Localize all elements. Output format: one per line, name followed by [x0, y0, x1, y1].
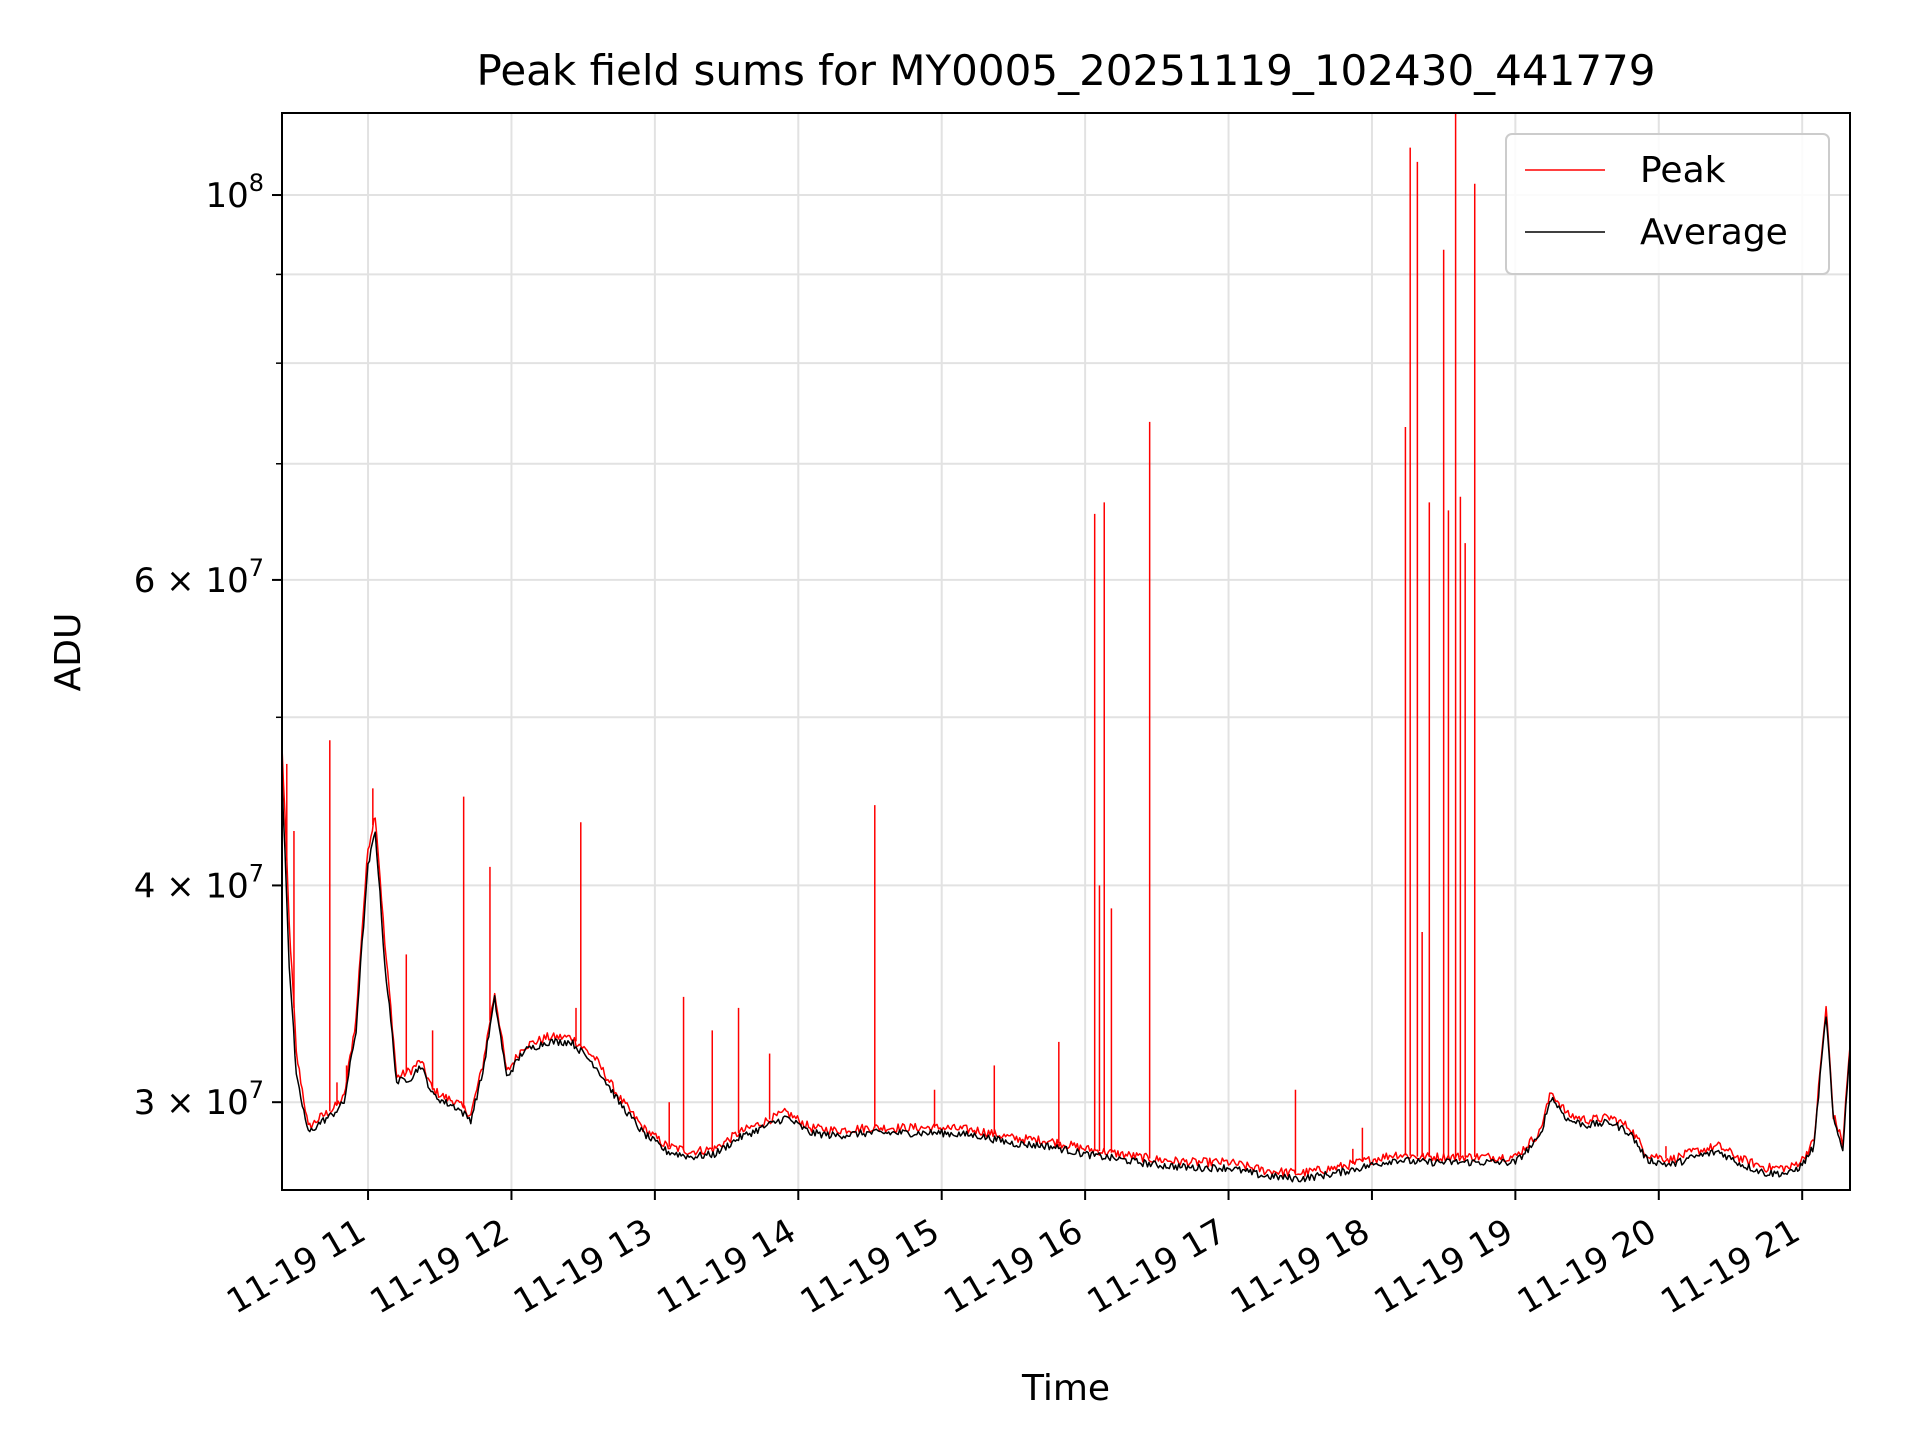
- x-tick-label: 11-19 15: [794, 1211, 946, 1322]
- x-tick-label: 11-19 18: [1224, 1211, 1376, 1322]
- series-line-average: [282, 778, 1850, 1183]
- plot-area-frame: [281, 112, 1851, 1191]
- y-tick-label: 6 × 107: [134, 554, 264, 601]
- y-axis-label: ADU: [48, 613, 89, 692]
- y-tick-label: 3 × 107: [134, 1076, 264, 1123]
- x-tick-label: 11-19 14: [650, 1211, 802, 1322]
- legend: Peak Average: [1505, 133, 1830, 275]
- chart-title: Peak field sums for MY0005_20251119_1024…: [476, 46, 1655, 95]
- x-axis-label: Time: [1021, 1368, 1110, 1409]
- legend-label-peak: Peak: [1640, 150, 1726, 191]
- y-tick-label: 4 × 107: [134, 859, 264, 906]
- x-tick-label: 11-19 17: [1081, 1211, 1233, 1322]
- x-tick-label: 11-19 19: [1367, 1211, 1519, 1322]
- series-line-peak: [282, 746, 1850, 1177]
- legend-label-average: Average: [1640, 212, 1788, 253]
- series-layer: [282, 113, 1850, 1183]
- x-tick-label: 11-19 13: [507, 1211, 659, 1322]
- x-tick-label: 11-19 20: [1511, 1211, 1663, 1322]
- y-axis: 3 × 107 4 × 107 6 × 107 108: [134, 169, 282, 1123]
- legend-box: [1505, 133, 1830, 275]
- x-tick-label: 11-19 16: [937, 1211, 1089, 1322]
- x-tick-label: 11-19 12: [364, 1211, 516, 1322]
- x-tick-label: 11-19 21: [1654, 1211, 1806, 1322]
- x-tick-label: 11-19 11: [220, 1211, 372, 1322]
- y-tick-label: 108: [205, 169, 264, 216]
- grid-lines: [282, 113, 1850, 1190]
